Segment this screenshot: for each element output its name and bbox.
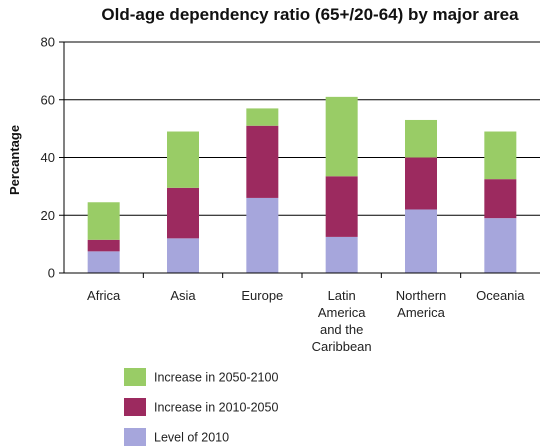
- legend-label: Increase in 2010-2050: [154, 401, 278, 415]
- legend-swatch: [124, 428, 146, 446]
- bar-segment: [87, 251, 120, 273]
- bar-segment: [405, 209, 437, 273]
- legend-swatch: [124, 368, 146, 386]
- bar-segment: [246, 108, 279, 126]
- y-tick-label: 20: [41, 208, 55, 223]
- y-tick-label: 0: [48, 266, 55, 281]
- bar-segment: [484, 218, 517, 273]
- y-tick-label: 40: [41, 150, 55, 165]
- bar-segment: [325, 236, 358, 273]
- bar-segment: [87, 239, 120, 252]
- x-tick-labels: Africa Asia Europe Latin America and the Carib…: [87, 288, 525, 354]
- bar-segment: [167, 131, 199, 188]
- x-tick-label: Latin America and the Caribbean: [312, 288, 372, 354]
- bar-segment: [246, 197, 279, 273]
- x-tick-label: Oceania: [476, 288, 525, 303]
- x-tick-label: Africa: [87, 288, 121, 303]
- bars: [87, 96, 517, 273]
- legend-label: Increase in 2050-2100: [154, 371, 278, 385]
- x-tick-label: Northern America: [396, 288, 447, 320]
- bar-segment: [167, 187, 199, 239]
- chart-title: Old-age dependency ratio (65+/20-64) by …: [101, 5, 519, 24]
- bar-segment: [325, 176, 358, 237]
- y-tick-labels: 0 20 40 60 80: [41, 35, 55, 281]
- bar-segment: [87, 202, 120, 240]
- bar-segment: [167, 238, 199, 273]
- y-axis-title: Percantage: [7, 125, 22, 195]
- bar-segment: [325, 96, 358, 177]
- gridlines: [59, 41, 540, 274]
- bar-segment: [405, 119, 437, 158]
- bar-segment: [246, 125, 279, 198]
- bar-segment: [484, 179, 517, 219]
- y-tick-label: 60: [41, 92, 55, 107]
- legend: Increase in 2050-2100 Increase in 2010-20…: [124, 368, 278, 446]
- x-tick-label: Europe: [241, 288, 283, 303]
- x-tick-label: Asia: [170, 288, 196, 303]
- legend-label: Level of 2010: [154, 431, 229, 445]
- bar-segment: [484, 131, 517, 180]
- legend-swatch: [124, 398, 146, 416]
- bar-segment: [405, 157, 437, 210]
- axes: [63, 42, 540, 278]
- y-tick-label: 80: [41, 35, 55, 50]
